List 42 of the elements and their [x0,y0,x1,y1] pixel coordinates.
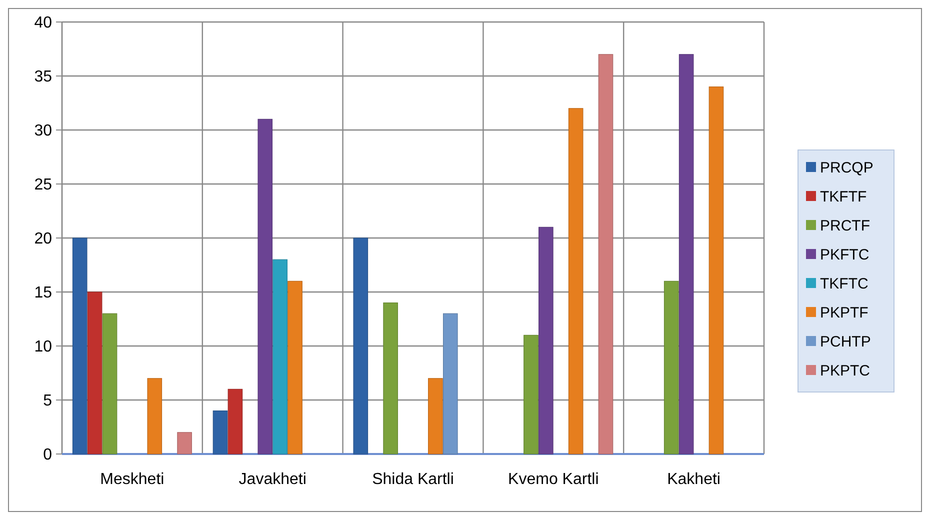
bar [87,292,102,454]
bar [177,432,192,454]
legend-label: TKFTF [820,188,867,206]
y-tick-label: 35 [34,68,52,86]
bar [678,54,694,454]
x-tick-label: Shida Kartli [372,471,454,488]
y-tick-label: 30 [34,122,52,140]
bar [212,410,228,454]
bar [664,280,679,454]
bar [353,238,368,454]
legend-label: PKPTF [820,304,868,322]
legend-label: TKFTC [820,275,868,292]
y-tick-label: 25 [34,176,52,194]
bar [228,388,243,454]
y-tick-label: 0 [43,446,52,464]
y-tick-label: 15 [34,284,52,302]
bar [272,259,288,454]
y-tick-label: 5 [43,392,52,410]
bar [538,226,554,454]
bar [428,378,443,454]
bar [568,108,584,454]
bar [708,86,724,454]
bar [102,313,118,454]
bar [288,280,302,454]
legend-label: PRCQP [820,159,874,176]
y-tick-label: 10 [34,338,52,356]
x-tick-label: Kvemo Kartli [508,471,599,488]
y-tick-label: 40 [34,14,52,32]
y-tick-label: 20 [34,230,52,248]
x-tick-label: Kakheti [667,471,720,488]
legend-label: PKPTC [820,362,870,380]
bar [72,238,88,454]
x-tick-label: Javakheti [238,471,306,488]
bar [258,118,273,454]
legend-label: PKFTC [820,246,870,264]
bar [383,302,398,454]
legend-label: PCHTP [820,333,871,350]
bar [147,378,162,454]
legend-label: PRCTF [820,217,870,234]
bar [598,54,614,454]
x-tick-label: Meskheti [100,471,164,488]
bar [524,334,538,454]
